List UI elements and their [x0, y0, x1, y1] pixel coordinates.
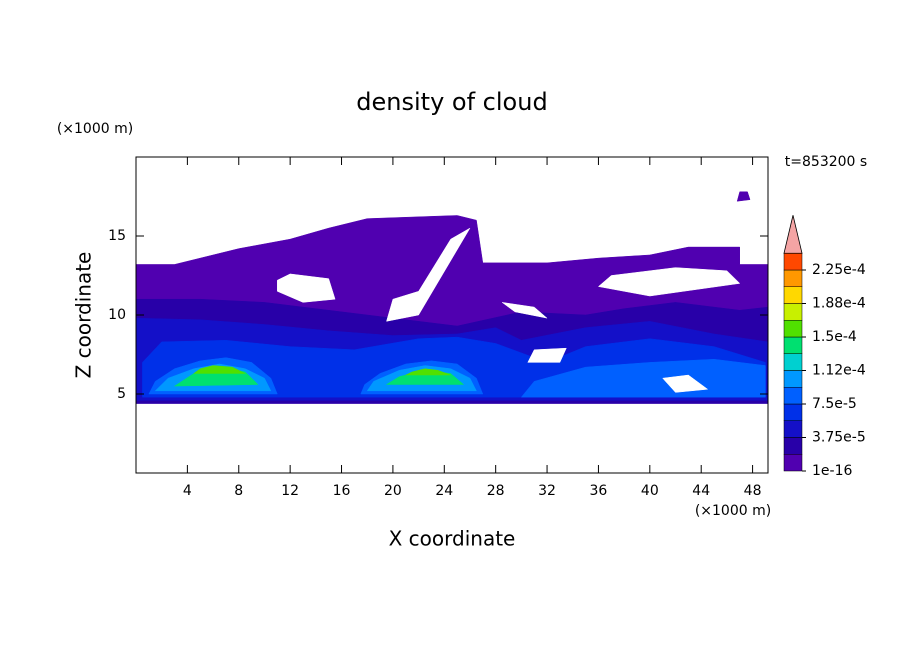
x-tick-label: 36 — [590, 483, 608, 499]
y-tick-label: 10 — [108, 307, 126, 323]
colorbar-band — [783, 253, 803, 271]
y-tick-label: 15 — [108, 228, 126, 244]
colorbar-band — [783, 437, 803, 455]
chart-title: density of cloud — [356, 88, 547, 116]
x-tick-label: 12 — [281, 483, 299, 499]
colorbar-label: 3.75e-5 — [812, 430, 866, 446]
plot-area — [136, 191, 768, 404]
colorbar-band — [783, 420, 803, 438]
colorbar-band — [783, 387, 803, 405]
colorbar-band — [783, 303, 803, 321]
x-tick-label: 4 — [183, 483, 192, 499]
colorbar-band — [783, 269, 803, 287]
colorbar-band — [783, 403, 803, 421]
contour-region — [193, 365, 246, 374]
colorbar-label: 1.12e-4 — [812, 363, 866, 379]
x-tick-label: 44 — [692, 483, 710, 499]
colorbar-band — [783, 286, 803, 304]
contour-gap — [662, 374, 709, 393]
colorbar-label: 1.88e-4 — [812, 296, 866, 312]
colorbar-label: 2.25e-4 — [812, 262, 866, 278]
y-unit: (×1000 m) — [57, 121, 133, 137]
contour-gap — [501, 302, 548, 319]
y-axis-label: Z coordinate — [72, 252, 96, 379]
colorbar-band — [783, 454, 803, 472]
y-tick-label: 5 — [117, 386, 126, 402]
x-tick-label: 24 — [435, 483, 453, 499]
x-tick-label: 48 — [744, 483, 762, 499]
x-tick-label: 20 — [384, 483, 402, 499]
contour-region — [405, 368, 451, 376]
colorbar-label: 1e-16 — [812, 463, 852, 479]
colorbar-band — [783, 320, 803, 338]
x-tick-label: 16 — [333, 483, 351, 499]
contour-gap — [597, 267, 741, 297]
x-tick-label: 32 — [538, 483, 556, 499]
colorbar-label: 1.5e-4 — [812, 329, 857, 345]
x-tick-label: 28 — [487, 483, 505, 499]
contour-gap — [527, 347, 567, 363]
colorbar-band — [783, 370, 803, 388]
x-unit: (×1000 m) — [695, 503, 771, 519]
time-label: t=853200 s — [785, 154, 867, 170]
contour-gap — [386, 227, 471, 322]
colorbar-label: 7.5e-5 — [812, 396, 857, 412]
x-tick-label: 8 — [234, 483, 243, 499]
colorbar-band — [783, 336, 803, 354]
colorbar-extend — [783, 215, 803, 254]
contour-region — [736, 191, 751, 202]
x-tick-label: 40 — [641, 483, 659, 499]
contour-gap — [277, 273, 336, 303]
colorbar-band — [783, 353, 803, 371]
x-axis-label: X coordinate — [389, 527, 516, 551]
